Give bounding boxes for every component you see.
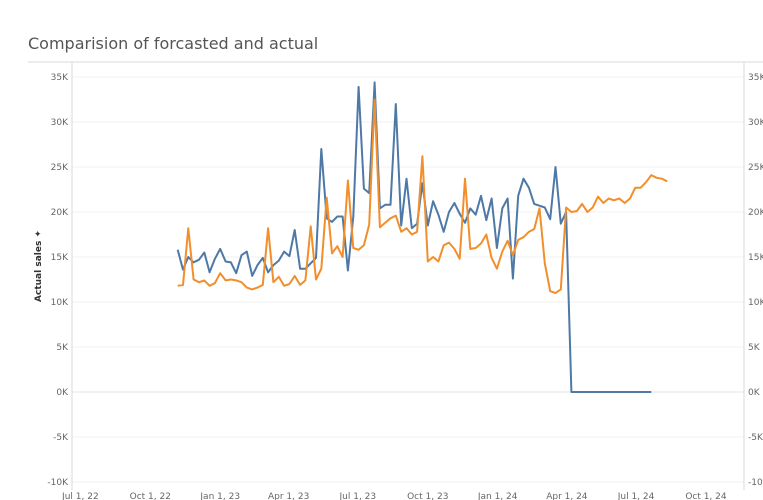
y-tick-label-right: 35K [748,73,763,83]
y-axis-right-ticks: 35K 30K 25K 20K 15K 10K 5K 0K -5K -10K [748,73,763,488]
y-tick-label-right: 25K [748,163,763,173]
y-tick-label-left: 5K [56,343,69,353]
y-tick-label-right: -5K [748,433,763,443]
series-lines [176,81,668,393]
x-tick-label: Oct 1, 22 [130,492,171,500]
y-tick-label-left: -5K [53,433,69,443]
x-tick-label: Jul 1, 22 [61,492,99,500]
y-tick-label-right: 20K [748,208,763,218]
x-tick-label: Apr 1, 24 [546,492,588,500]
x-tick-label: Jan 1, 24 [477,492,518,500]
y-axis-label: Actual sales ✦ [34,230,44,302]
x-tick-label: Jan 1, 23 [199,492,240,500]
x-tick-label: Apr 1, 23 [268,492,309,500]
y-tick-label-left: 35K [51,73,69,83]
y-tick-label-right: 10K [748,298,763,308]
series-line-blue [176,81,652,393]
y-tick-label-right: -10K [748,478,763,488]
x-tick-label: Oct 1, 24 [685,492,727,500]
y-tick-label-left: 10K [51,298,69,308]
chart-title: Comparision of forcasted and actual [28,34,319,53]
y-tick-label-right: 5K [748,343,761,353]
y-tick-label-right: 0K [748,388,761,398]
series-line-orange [177,98,668,294]
gridlines [72,76,744,483]
chart-frame [28,61,763,490]
x-tick-label: Jul 1, 23 [339,492,377,500]
y-tick-label-left: 25K [51,163,69,173]
y-tick-label-right: 30K [748,118,763,128]
y-tick-label-left: -10K [47,478,69,488]
x-tick-label: Jul 1, 24 [617,492,655,500]
y-axis-left-ticks: 35K 30K 25K 20K 15K 10K 5K 0K -5K -10K [47,73,69,488]
y-tick-label-right: 15K [748,253,763,263]
x-tick-label: Oct 1, 23 [407,492,448,500]
x-axis-ticks: Jul 1, 22 Oct 1, 22 Jan 1, 23 Apr 1, 23 Jul … [61,492,727,500]
y-tick-label-left: 15K [51,253,69,263]
y-tick-label-left: 0K [56,388,69,398]
y-tick-label-left: 20K [51,208,69,218]
y-tick-label-left: 30K [51,118,69,128]
